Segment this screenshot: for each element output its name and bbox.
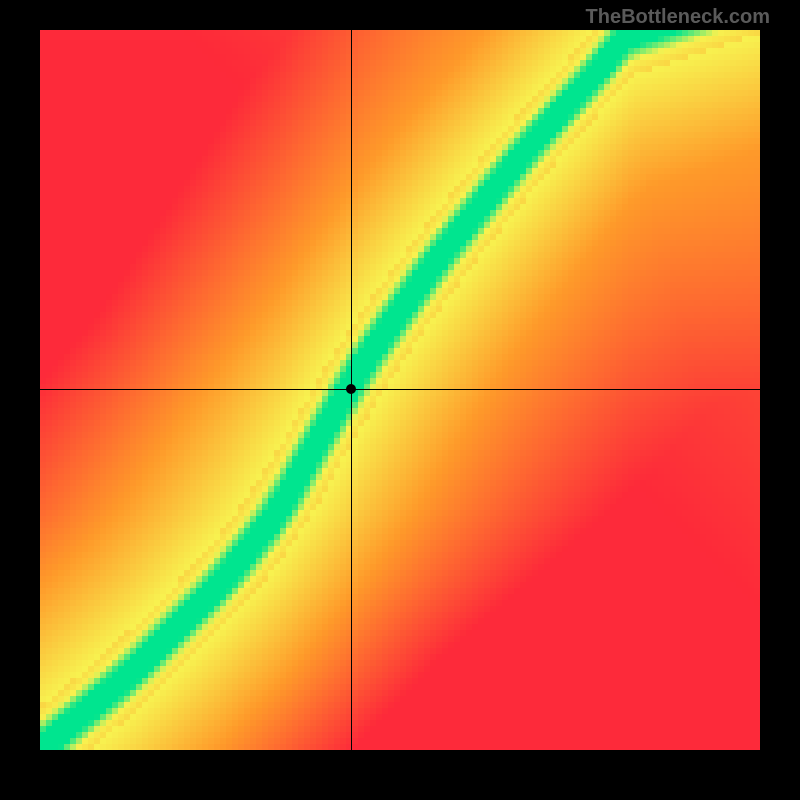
watermark-text: TheBottleneck.com — [586, 6, 770, 29]
crosshair-point — [346, 384, 356, 394]
crosshair-horizontal — [40, 389, 760, 390]
heatmap-canvas — [40, 30, 760, 750]
heatmap-plot — [40, 30, 760, 750]
